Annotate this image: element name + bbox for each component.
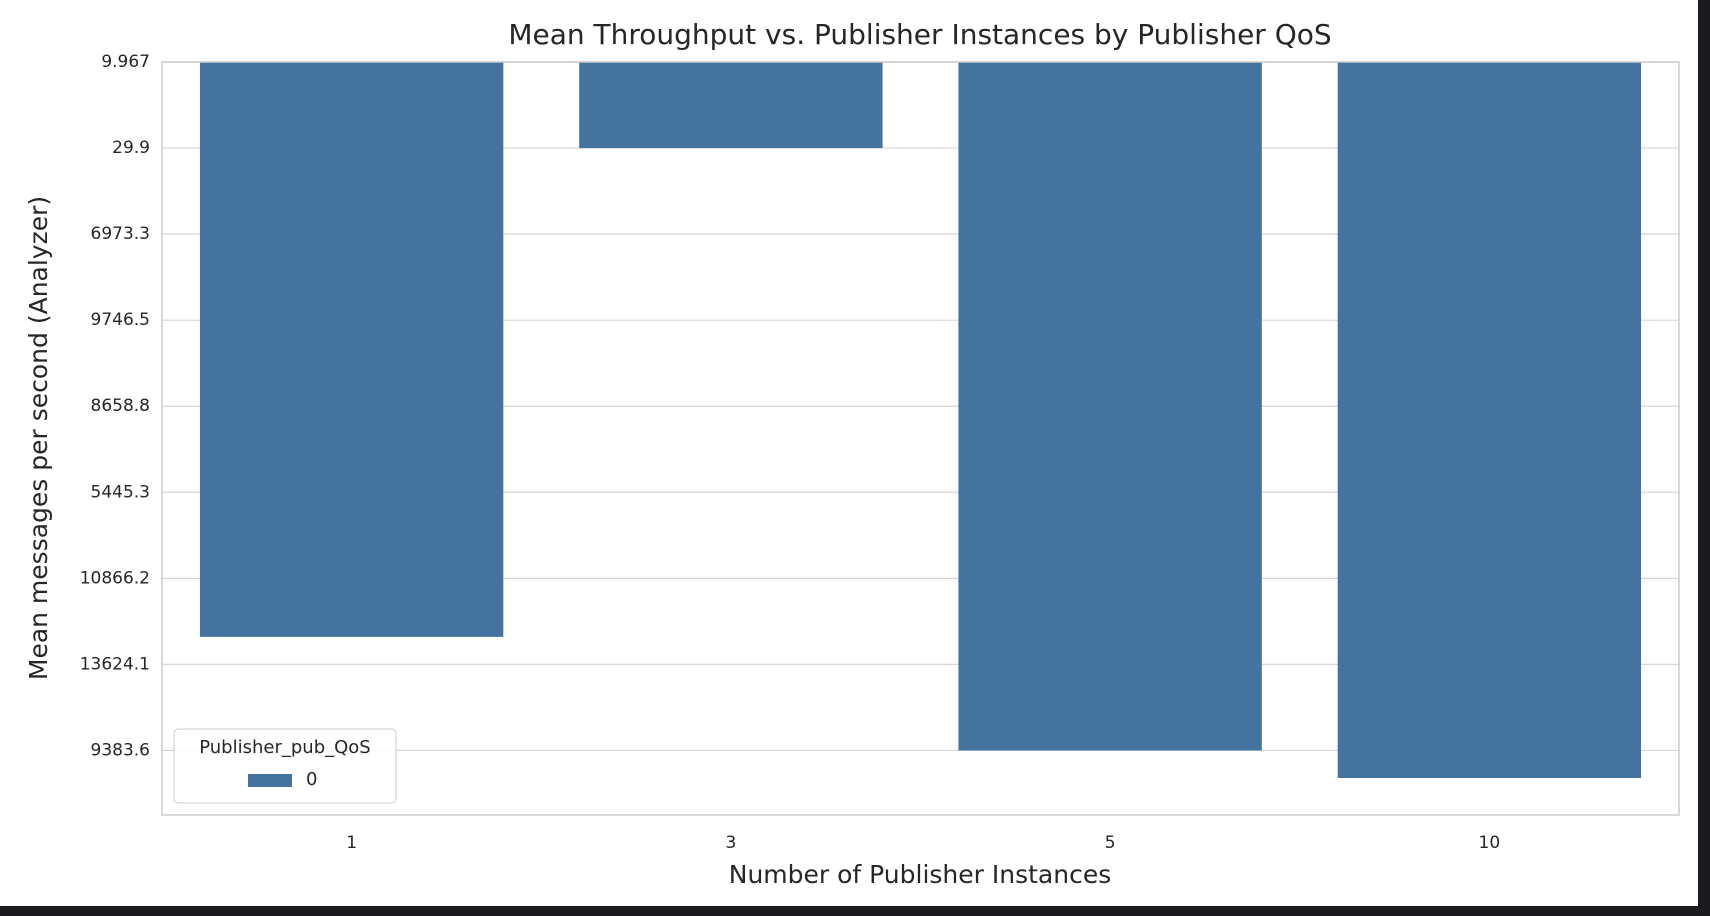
legend-label: 0 [306,769,317,790]
y-tick-label: 6973.3 [91,224,150,244]
x-axis-label: Number of Publisher Instances [729,860,1112,889]
bar [579,62,883,149]
y-axis-label: Mean messages per second (Analyzer) [24,196,53,680]
x-tick-label: 5 [1105,833,1116,853]
x-tick-label: 1 [346,833,357,853]
y-tick-label: 5445.3 [91,482,150,502]
y-tick-label: 10866.2 [80,568,150,588]
y-tick-label: 9746.5 [91,310,150,330]
legend-swatch [248,774,292,787]
y-tick-label: 13624.1 [80,654,150,674]
chart-title: Mean Throughput vs. Publisher Instances … [508,18,1331,51]
legend-title: Publisher_pub_QoS [199,737,371,758]
y-tick-label: 29.9 [112,138,150,158]
bar [199,62,504,637]
legend-box [173,728,397,804]
legend: Publisher_pub_QoS 0 [173,728,397,804]
bar [1337,62,1642,778]
y-tick-label: 9383.6 [91,740,150,760]
bar [958,62,1262,751]
y-tick-label: 9.967 [101,52,150,72]
y-tick-label: 8658.8 [91,396,150,416]
x-tick-label: 3 [725,833,736,853]
x-tick-label: 10 [1479,833,1501,853]
plot-frame [161,61,1680,816]
